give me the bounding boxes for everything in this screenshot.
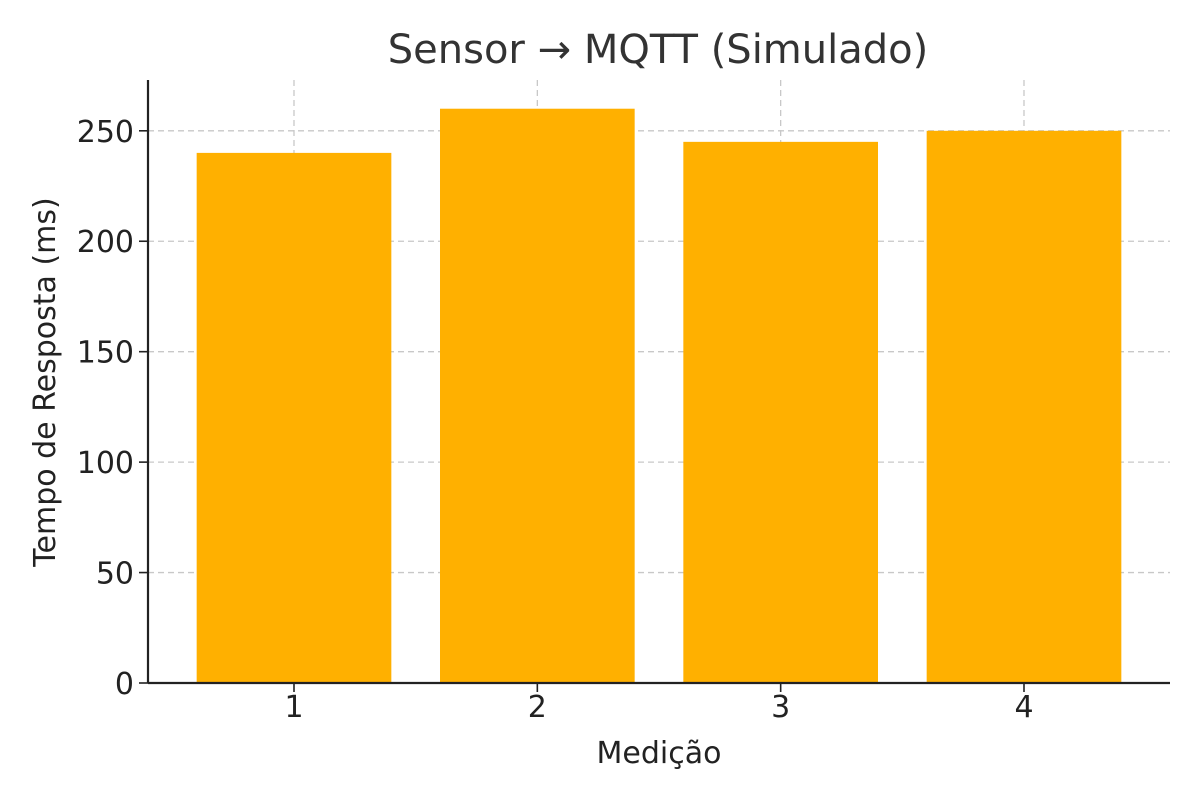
bar-2 (440, 108, 635, 683)
x-tick-label: 2 (528, 690, 547, 725)
x-tick-label: 1 (284, 690, 303, 725)
x-tick-label: 4 (1014, 690, 1033, 725)
bar-3 (683, 141, 878, 683)
y-tick-label: 0 (115, 667, 134, 702)
y-tick-label: 200 (77, 225, 134, 260)
bar-4 (926, 130, 1122, 684)
ticks-layer: 0 50 100 150 200 250 1 2 3 4 (77, 115, 1034, 725)
y-tick-label: 150 (77, 336, 134, 371)
axes-layer (146, 80, 1170, 685)
bars-layer (196, 108, 1122, 684)
y-tick-label: 100 (77, 446, 134, 481)
y-tick-label: 250 (77, 115, 134, 150)
bar-1 (196, 152, 392, 683)
y-axis-label: Tempo de Resposta (ms) (28, 197, 63, 567)
y-tick-label: 50 (96, 557, 134, 592)
x-tick-label: 3 (771, 690, 790, 725)
x-axis-label: Medição (597, 736, 722, 771)
chart-title: Sensor → MQTT (Simulado) (388, 27, 928, 73)
